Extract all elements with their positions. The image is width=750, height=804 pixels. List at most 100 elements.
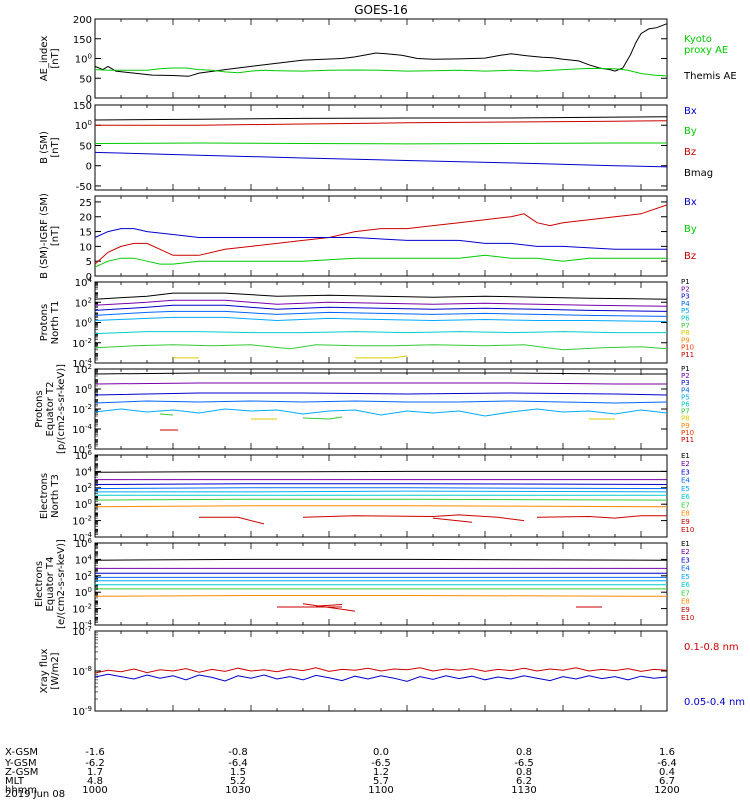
series-line-e1 xyxy=(94,470,667,473)
series-line-themis-ae xyxy=(94,23,668,77)
y-tick-label: 0 xyxy=(86,94,92,105)
legend-entry: Bz xyxy=(684,251,696,262)
y-tick-label: 10-4 xyxy=(72,423,92,436)
series-line-e9c xyxy=(315,604,343,607)
y-tick-label: 10-6 xyxy=(72,443,92,456)
panel-frame xyxy=(94,368,668,450)
legend-entry: Bx xyxy=(684,106,697,117)
x-value: 1130 xyxy=(511,785,536,796)
series-line-e9b xyxy=(302,514,525,522)
legend-entry: E6 xyxy=(681,493,690,501)
y-tick-label: 100 xyxy=(75,317,92,330)
series-line-p1 xyxy=(94,292,668,300)
y-tick-label: 102 xyxy=(75,296,92,309)
legend-entry: E1 xyxy=(681,452,690,460)
legend-entry: P7 xyxy=(681,322,690,330)
legend-entry: P2 xyxy=(681,372,690,380)
series-line-0.05-0.4-nm xyxy=(94,673,668,682)
y-tick-label: 0 xyxy=(86,272,92,283)
y-axis-label: ElectronsEquator T4[e/(cm2-s-sr-keV)] xyxy=(34,539,67,629)
series-line-p6b xyxy=(302,416,343,420)
x-value: 1.2 xyxy=(373,767,389,778)
y-tick-label: 100 xyxy=(75,586,92,599)
legend-entry: P8 xyxy=(681,329,690,337)
legend-entry: P10 xyxy=(681,429,694,437)
series-line-e4 xyxy=(94,487,668,490)
legend-entry: E5 xyxy=(681,485,690,493)
legend-entry: Bz xyxy=(684,147,696,158)
legend-entry: Bx xyxy=(684,197,697,208)
y-tick-label: 150 xyxy=(73,35,92,46)
legend-entry: E3 xyxy=(681,468,690,476)
series-line-bz xyxy=(95,120,668,126)
series-line-e1 xyxy=(94,558,668,561)
x-value: 1200 xyxy=(654,785,679,796)
y-axis-label: B (SM)-IGRF (SM)[nT] xyxy=(39,193,61,279)
panel-frame xyxy=(94,18,668,99)
series-line-e9a xyxy=(199,516,265,525)
y-tick-label: 15 xyxy=(79,228,92,239)
y-tick-label: 25 xyxy=(79,198,92,209)
series-line-e9c xyxy=(432,517,473,523)
series-line-p5 xyxy=(94,316,668,322)
series-line-e7 xyxy=(94,498,668,501)
y-tick-label: 100 xyxy=(75,383,92,396)
legend-entry: P3 xyxy=(681,293,690,301)
x-value: -6.4 xyxy=(657,758,677,769)
y-axis-label: Xray flux[W/m2] xyxy=(39,649,61,694)
x-value: 0.0 xyxy=(373,747,389,758)
panel-2: -50 0 50 100 150 B (SM)[nT] Bx By Bz Bmag xyxy=(39,101,713,193)
x-value: 0.4 xyxy=(659,767,675,778)
series-line-bx xyxy=(94,151,668,168)
x-value: 6.7 xyxy=(659,776,675,787)
panel-7: 10-4 10-2 100 102 104 106 ElectronsEquator T4[… xyxy=(34,537,694,632)
x-value: 1030 xyxy=(225,785,250,796)
x-row-label: hhmm xyxy=(5,785,37,796)
y-tick-label: 10-8 xyxy=(72,665,92,678)
y-tick-label: 100 xyxy=(75,53,92,66)
legend-entry: E2 xyxy=(681,460,690,468)
x-value: 4.8 xyxy=(87,776,103,787)
legend-entry: E5 xyxy=(681,573,690,581)
y-tick-label: 150 xyxy=(73,101,92,112)
legend-entry: 0.05-0.4 nm xyxy=(684,697,745,708)
legend-entry: P6 xyxy=(681,401,690,409)
y-tick-label: 10-2 xyxy=(72,403,92,416)
x-value: 1100 xyxy=(368,785,393,796)
x-value: 1000 xyxy=(82,785,107,796)
panel-3: 0 5 10 15 20 25 B (SM)-IGRF (SM)[nT] Bx By Bz xyxy=(39,193,697,283)
legend-entry: By xyxy=(684,224,697,235)
y-tick-label: 10-4 xyxy=(72,619,92,632)
y-axis-label: AE_index[nT] xyxy=(39,36,61,82)
legend-entry: E4 xyxy=(681,565,690,573)
y-tick-label: 5 xyxy=(86,257,92,268)
y-tick-label: 100 xyxy=(75,498,92,511)
panel-frame xyxy=(94,542,668,626)
series-line-e3 xyxy=(94,483,668,485)
y-tick-label: 10-2 xyxy=(72,337,92,350)
legend-entry: P1 xyxy=(681,278,690,286)
x-row-label: X-GSM xyxy=(5,747,38,758)
y-tick-label: 102 xyxy=(75,570,92,583)
y-tick-label: 104 xyxy=(75,553,93,566)
y-axis-label: ElectronsNorth T3 xyxy=(39,473,61,519)
legend-entry: E7 xyxy=(681,501,690,509)
series-line-p3 xyxy=(94,392,668,396)
legend-entry: E1 xyxy=(681,540,690,548)
series-line-bx xyxy=(94,228,667,250)
y-tick-label: 10-9 xyxy=(72,705,92,718)
legend-entry: Bmag xyxy=(684,168,713,179)
series-line-p3 xyxy=(94,304,668,312)
x-value: 5.7 xyxy=(373,776,389,787)
series-line-kyoto-proxy-ae xyxy=(94,67,668,77)
panel-frame xyxy=(94,281,668,364)
y-tick-label: 10-2 xyxy=(72,603,92,616)
y-axis-label: ProtonsNorth T1 xyxy=(39,301,61,345)
x-value: 0.8 xyxy=(516,767,532,778)
series-line-e8 xyxy=(94,595,668,597)
legend-entry: E9 xyxy=(681,606,690,614)
